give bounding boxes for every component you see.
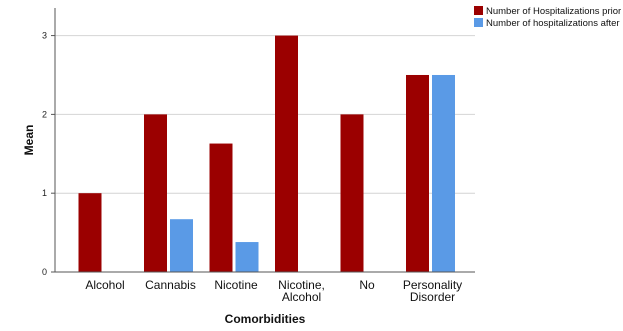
y-tick-label: 3 [42,31,47,41]
bar-prior [209,143,233,272]
legend-label: Number of Hospitalizations prior [486,6,621,17]
bar-prior [275,35,298,272]
x-tick-label: Disorder [410,290,455,304]
gridlines [55,35,475,194]
x-tick-label: Nicotine [214,278,258,292]
bar-prior [340,114,364,272]
bars [78,35,455,272]
y-tick-label: 2 [42,109,47,119]
y-axis-title: Mean [22,125,36,156]
bar-after [170,219,193,272]
x-tick-label: Cannabis [145,278,196,292]
x-tick-label: Nicotine, [278,278,325,292]
y-tick-label: 1 [42,188,47,198]
x-tick-label: Personality [403,278,462,292]
legend-label: Number of hospitalizations after [486,18,620,29]
bar-after [235,242,259,272]
y-ticks: 0 1 2 3 [42,31,55,277]
x-tick-label: Alcohol [85,278,124,292]
bar-prior [78,193,102,272]
bar-prior [144,114,167,272]
axes [54,8,475,273]
bar-prior [406,74,429,272]
legend-swatch [474,18,483,27]
x-tick-label: No [359,278,375,292]
x-tick-label: Alcohol [282,290,321,304]
legend-swatch [474,6,483,15]
y-tick-label: 0 [42,267,47,277]
bar-after [432,74,455,272]
x-axis-title: Comorbidities [225,312,306,326]
x-category-labels: Alcohol Cannabis Nicotine Nicotine,AlcoholN… [85,278,462,304]
